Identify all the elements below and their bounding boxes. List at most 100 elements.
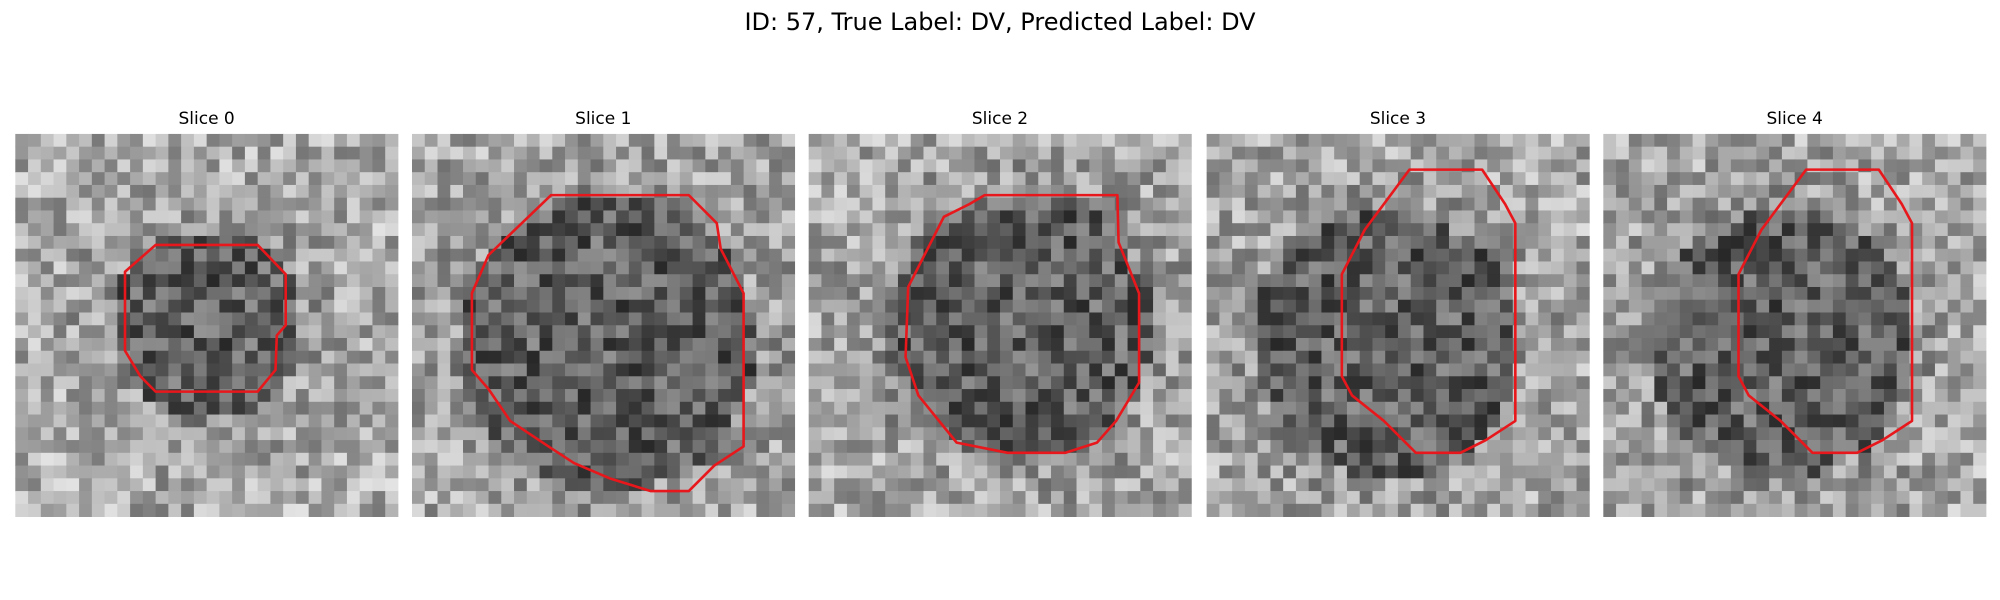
pixel [1140, 184, 1154, 199]
pixel [781, 478, 796, 492]
pixel [577, 363, 591, 377]
pixel [910, 172, 924, 186]
pixel [808, 146, 822, 160]
pixel [1871, 427, 1885, 441]
pixel [168, 248, 182, 262]
pixel [1321, 274, 1335, 288]
pixel [1883, 440, 1898, 454]
pixel [1525, 338, 1539, 352]
pixel [679, 159, 694, 173]
pixel [385, 299, 399, 313]
pixel [910, 299, 924, 313]
pixel [539, 312, 553, 326]
pixel [1692, 478, 1706, 492]
pixel [1244, 133, 1259, 148]
pixel [743, 286, 757, 301]
pixel [1769, 325, 1783, 339]
pixel [885, 184, 899, 199]
pixel [781, 440, 796, 454]
pixel [1257, 440, 1271, 454]
pixel [897, 274, 912, 288]
pixel [961, 389, 975, 403]
pixel [859, 389, 873, 403]
pixel [321, 197, 335, 211]
pixel [514, 401, 528, 415]
pixel [1730, 184, 1745, 199]
pixel [1603, 363, 1617, 377]
pixel [385, 133, 399, 148]
pixel [897, 427, 912, 441]
pixel [488, 325, 502, 339]
pixel [385, 184, 399, 199]
pixel [936, 197, 950, 211]
pixel [1295, 248, 1310, 262]
pixel [526, 389, 540, 403]
pixel [539, 325, 553, 339]
pixel [1603, 184, 1617, 199]
pixel [1756, 440, 1770, 454]
pixel [1628, 376, 1642, 390]
pixel [679, 172, 694, 186]
pixel [1410, 312, 1424, 326]
pixel [142, 503, 157, 517]
pixel [1219, 325, 1233, 339]
pixel [1705, 133, 1719, 148]
pixel [1525, 491, 1539, 505]
pixel [219, 452, 233, 466]
pixel [1538, 414, 1552, 428]
pixel [91, 146, 105, 160]
pixel [1896, 312, 1910, 326]
pixel [923, 210, 937, 224]
pixel [1641, 299, 1655, 313]
pixel [846, 376, 861, 390]
pixel [372, 274, 386, 288]
pixel [1487, 299, 1501, 313]
pixel [1705, 235, 1719, 250]
pixel [1461, 210, 1475, 224]
pixel [193, 491, 208, 505]
pixel [372, 235, 386, 250]
pixel [1705, 172, 1719, 186]
pixel [1283, 376, 1297, 390]
pixel [1178, 235, 1192, 250]
pixel [1883, 376, 1898, 390]
pixel [346, 427, 361, 441]
pixel [1807, 248, 1821, 262]
pixel [1165, 235, 1179, 250]
pixel [1321, 312, 1335, 326]
pixel [1807, 503, 1821, 517]
pixel [897, 223, 912, 237]
pixel [1206, 312, 1220, 326]
pixel [1359, 478, 1373, 492]
pixel [1436, 503, 1450, 517]
contour [904, 193, 1141, 455]
pixel [79, 503, 93, 517]
pixel [628, 338, 642, 352]
pixel [1667, 503, 1681, 517]
pixel [1232, 465, 1246, 479]
pixel [1538, 286, 1552, 301]
pixel [1973, 274, 1987, 288]
pixel [1973, 223, 1987, 237]
pixel [295, 338, 310, 352]
pixel [1525, 350, 1539, 364]
pixel [781, 299, 796, 313]
pixel [1270, 197, 1284, 211]
pixel [244, 414, 259, 428]
pixel [910, 440, 924, 454]
pixel [1219, 274, 1233, 288]
pixel [1871, 338, 1885, 352]
pixel [91, 184, 105, 199]
pixel [1896, 465, 1910, 479]
pixel [1219, 235, 1233, 250]
pixel [1076, 223, 1090, 237]
pixel [577, 503, 591, 517]
pixel [936, 338, 950, 352]
pixel [1257, 133, 1271, 148]
pixel [450, 248, 464, 262]
pixel [885, 465, 899, 479]
pixel [1563, 363, 1577, 377]
pixel [859, 286, 873, 301]
pixel [667, 350, 681, 364]
pixel [321, 172, 335, 186]
